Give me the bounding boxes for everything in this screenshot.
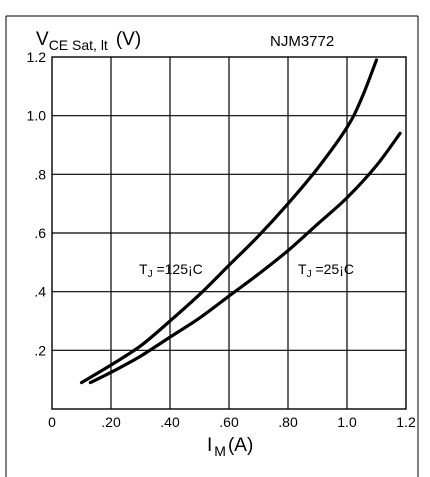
y-tick-label: .4 [34,284,46,300]
curves [79,58,402,385]
series-label-25c-rest: =25¡C [312,261,354,277]
y-tick-label: .8 [34,166,46,182]
tick-labels: 0 .20 .40 .60 .80 1.0 1.2 .2 .4 .6 .8 1.0 1.2 [27,49,416,430]
y-axis-label: VCE Sat, lt (V) [36,29,141,53]
series-label-125c-sub: J [148,269,153,280]
y-tick-label: .6 [34,225,46,241]
x-axis-label-unit: (A) [228,435,253,456]
grid [51,56,407,410]
series-label-125c: TJ =125¡C [139,261,203,280]
x-tick-label: 0 [48,414,56,430]
x-axis-label-main: I [207,435,212,456]
y-tick-label: .2 [34,342,46,358]
y-axis-label-main: V [36,29,49,50]
x-tick-label: 1.0 [337,414,357,430]
curve-tj-125c [79,58,379,385]
x-tick-label: 1.2 [396,414,416,430]
series-label-125c-rest: =125¡C [153,261,203,277]
x-tick-label: .80 [278,414,298,430]
y-tick-label: 1.0 [27,108,47,124]
y-axis-label-unit: (V) [116,29,141,50]
y-axis-label-sub: CE Sat, lt [49,37,108,53]
series-label-125c-main: T [139,261,148,277]
x-axis-label: I M (A) [207,435,253,459]
x-tick-label: .20 [101,414,121,430]
y-tick-label: 1.2 [27,49,47,65]
series-label-25c-main: T [298,261,307,277]
series-label-25c-sub: J [307,269,312,280]
x-axis-label-sub: M [214,443,226,459]
x-tick-label: .60 [219,414,239,430]
series-label-25c: TJ =25¡C [298,261,354,280]
x-tick-label: .40 [160,414,180,430]
chart-title: NJM3772 [270,33,334,50]
curve-tj-25c [88,131,402,385]
